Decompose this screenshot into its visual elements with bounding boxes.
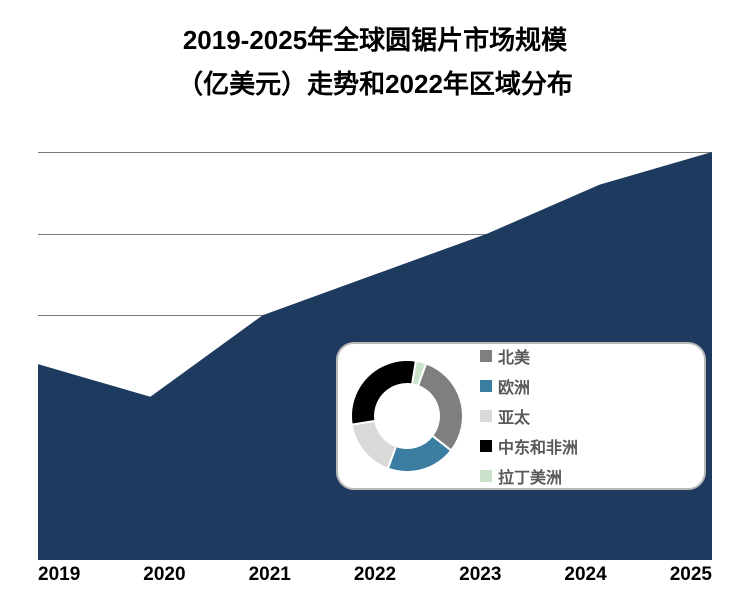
x-tick-label: 2020 [143, 564, 185, 586]
legend-item: 拉丁美洲 [480, 464, 578, 488]
donut-svg [348, 357, 466, 475]
legend-swatch [480, 410, 492, 422]
chart-title: 2019-2025年全球圆锯片市场规模 （亿美元）走势和2022年区域分布 [0, 0, 750, 106]
legend-list: 北美欧洲亚太中东和非洲拉丁美洲 [480, 344, 578, 488]
legend-label: 亚太 [498, 404, 530, 428]
legend-swatch [480, 470, 492, 482]
legend-swatch [480, 350, 492, 362]
area-chart: 北美欧洲亚太中东和非洲拉丁美洲 201920202021202220232024… [38, 152, 712, 560]
legend-item: 中东和非洲 [480, 434, 578, 458]
x-tick-label: 2023 [459, 564, 501, 586]
x-tick-label: 2025 [670, 564, 712, 586]
x-tick-label: 2021 [249, 564, 291, 586]
x-tick-label: 2019 [38, 564, 80, 586]
legend-swatch [480, 440, 492, 452]
donut-segment [352, 421, 396, 469]
legend-label: 欧洲 [498, 374, 530, 398]
donut-chart [348, 357, 466, 475]
donut-segment [418, 363, 463, 450]
legend-label: 北美 [498, 344, 530, 368]
legend-item: 亚太 [480, 404, 578, 428]
x-tick-label: 2022 [354, 564, 396, 586]
legend-swatch [480, 380, 492, 392]
legend-item: 欧洲 [480, 374, 578, 398]
title-line-2: （亿美元）走势和2022年区域分布 [0, 62, 750, 106]
legend-label: 中东和非洲 [498, 434, 578, 458]
legend-label: 拉丁美洲 [498, 464, 562, 488]
donut-legend-panel: 北美欧洲亚太中东和非洲拉丁美洲 [336, 342, 706, 490]
x-axis: 2019 2020 2021 2022 2023 2024 2025 [38, 564, 712, 586]
legend-item: 北美 [480, 344, 578, 368]
donut-segment [351, 360, 416, 425]
title-line-1: 2019-2025年全球圆锯片市场规模 [0, 18, 750, 62]
x-tick-label: 2024 [564, 564, 606, 586]
